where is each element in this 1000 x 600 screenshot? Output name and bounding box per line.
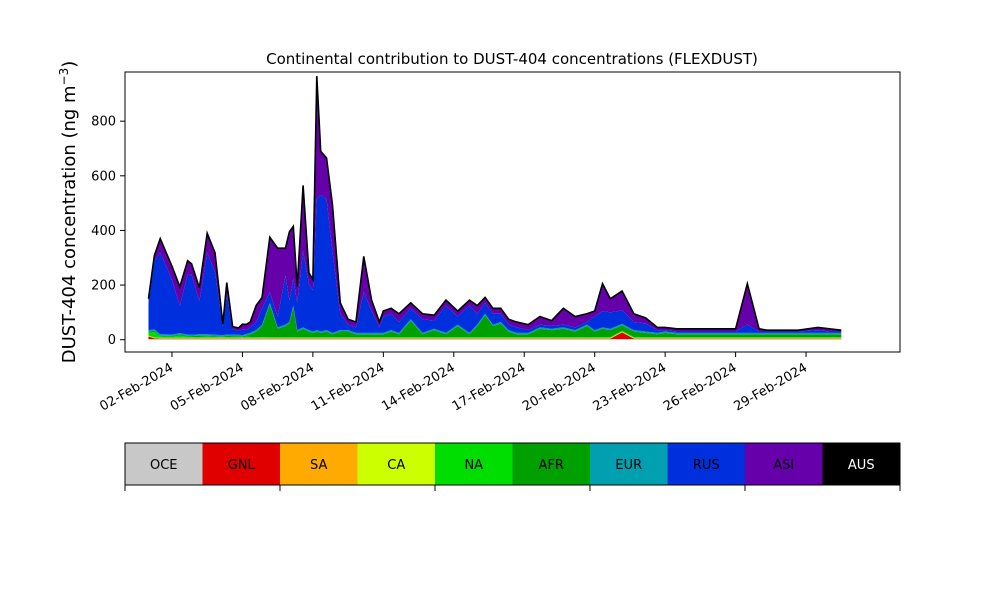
legend-swatch-sa: [280, 443, 358, 485]
x-tick-label: 29-Feb-2024: [732, 360, 811, 414]
legend-swatch-gnl: [202, 443, 281, 485]
y-tick-label: 400: [91, 224, 116, 239]
legend-swatch-ca: [357, 443, 436, 485]
y-tick-label: 600: [91, 169, 116, 184]
x-axis: 02-Feb-202405-Feb-202408-Feb-202411-Feb-…: [97, 352, 810, 414]
legend-swatch-oce: [125, 443, 203, 485]
legend-label-gnl: GNL: [228, 458, 256, 473]
legend-swatch-eur: [590, 443, 668, 485]
plot-area: [147, 76, 842, 340]
area-rus: [148, 194, 842, 336]
legend-swatch-asi: [745, 443, 823, 485]
legend-swatch-aus: [822, 443, 901, 485]
legend-swatch-na: [435, 443, 513, 485]
axes-frame: [124, 71, 901, 353]
legend-label-asi: ASI: [773, 458, 794, 473]
y-axis-label-main: DUST-404 concentration (ng m: [59, 85, 80, 363]
area-na: [148, 330, 842, 338]
colorbar-legend: OCE GNL SA CA NA AFR EUR RUS ASI AUS: [124, 442, 901, 491]
legend-swatch-rus: [667, 443, 746, 485]
y-tick-label: 800: [91, 115, 116, 130]
y-tick-label: 200: [91, 279, 116, 294]
area-aus: [148, 76, 842, 331]
x-tick-label: 14-Feb-2024: [379, 360, 458, 414]
legend-label-afr: AFR: [539, 458, 564, 473]
x-tick-label: 20-Feb-2024: [520, 360, 599, 414]
legend-swatch-afr: [512, 443, 591, 485]
x-tick-label: 02-Feb-2024: [97, 360, 176, 414]
legend-label-rus: RUS: [693, 458, 720, 473]
area-asi: [148, 76, 842, 332]
y-axis-label: DUST-404 concentration (ng m−3): [57, 61, 80, 364]
x-tick-label: 26-Feb-2024: [661, 360, 740, 414]
total-concentration-line: [147, 76, 842, 331]
legend-label-sa: SA: [310, 458, 327, 473]
x-tick-label: 23-Feb-2024: [591, 360, 670, 414]
legend-label-aus: AUS: [848, 458, 875, 473]
x-tick-label: 08-Feb-2024: [238, 360, 317, 414]
legend-label-na: NA: [464, 458, 483, 473]
y-tick-label: 0: [108, 333, 116, 348]
y-axis-label-close: ): [59, 61, 80, 68]
y-axis-label-unit: −3: [57, 68, 71, 86]
legend-label-eur: EUR: [615, 458, 642, 473]
area-eur: [148, 302, 842, 337]
area-afr: [148, 304, 842, 338]
x-tick-label: 11-Feb-2024: [309, 360, 388, 414]
chart-title: Continental contribution to DUST-404 con…: [266, 50, 758, 68]
legend-frame: [124, 442, 901, 486]
area-oce: [148, 339, 842, 340]
x-tick-label: 17-Feb-2024: [450, 360, 529, 414]
y-axis: 0 200 400 600 800: [91, 115, 125, 348]
x-tick-label: 05-Feb-2024: [168, 360, 247, 414]
legend-label-ca: CA: [387, 458, 405, 473]
legend-label-oce: OCE: [150, 458, 178, 473]
